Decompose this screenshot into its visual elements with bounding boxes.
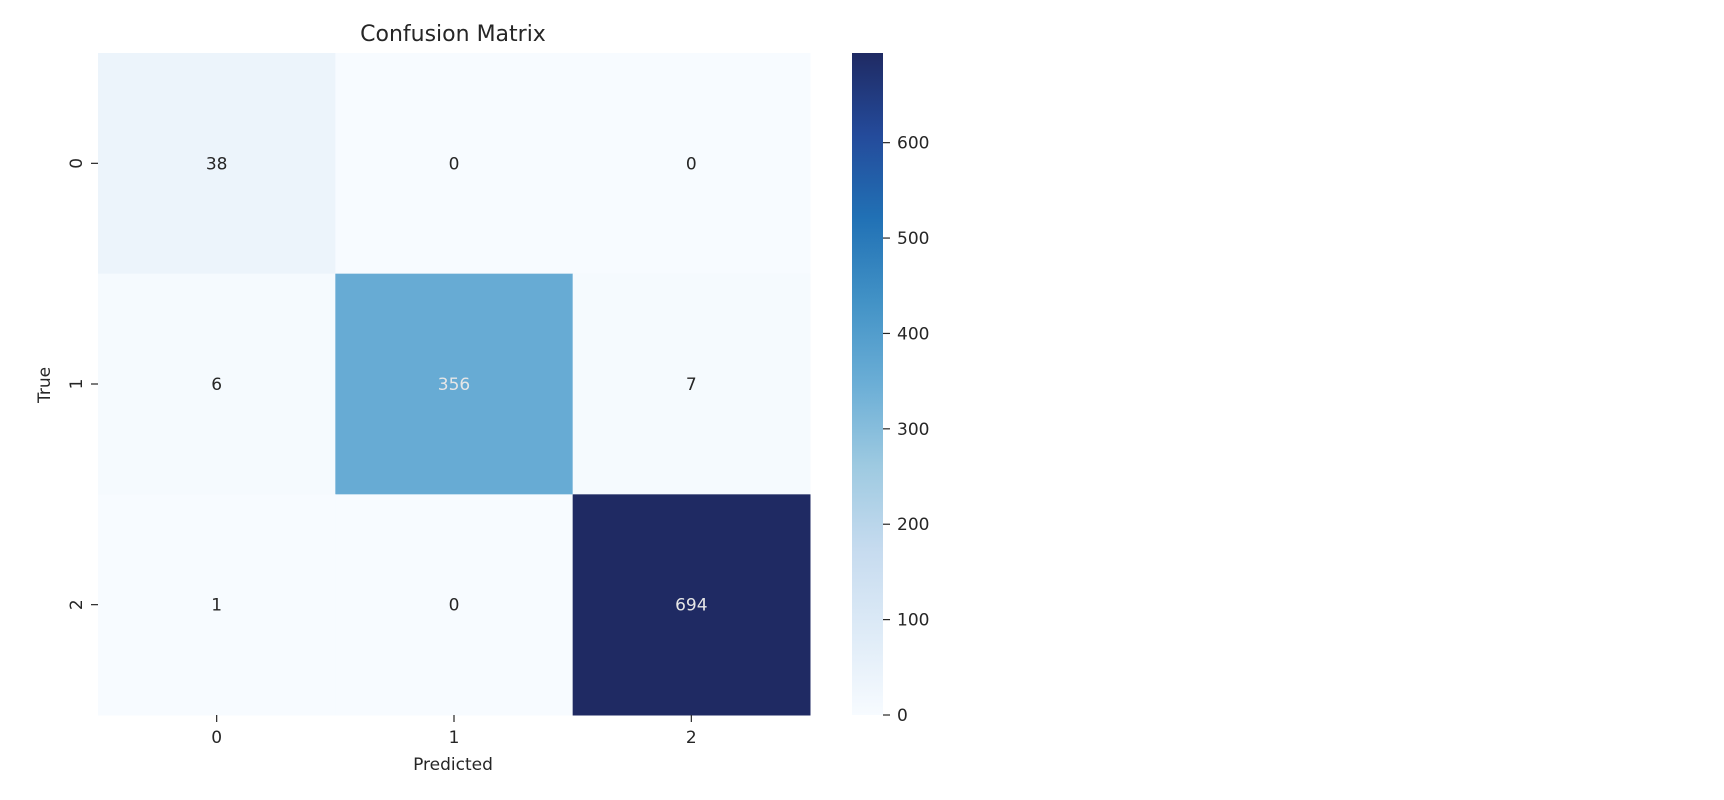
colorbar-tick-label-0: 0 — [897, 706, 908, 726]
colorbar-ticks: 0 100 200 300 400 500 600 — [883, 134, 929, 726]
heatmap-cell-r1-c2 — [572, 273, 811, 495]
heatmap-cell-r2-c2 — [572, 494, 811, 716]
heatmap-cell-label-r2-c0: 1 — [211, 596, 222, 616]
heatmap-cell-r0-c1 — [335, 53, 574, 275]
heatmap-cell-r0-c0 — [98, 53, 336, 275]
heatmap-cell-label-r1-c1: 356 — [438, 375, 470, 395]
chart-title: Confusion Matrix — [360, 22, 546, 47]
x-tick-label-1: 1 — [449, 728, 460, 748]
y-tick-label-1: 1 — [67, 379, 87, 390]
colorbar-tick-label-1: 100 — [897, 611, 929, 631]
heatmap-cell-label-r1-c0: 6 — [211, 375, 222, 395]
x-tick-label-0: 0 — [211, 728, 222, 748]
heatmap-cell-labels: 38 0 0 6 356 7 1 0 694 — [206, 154, 708, 615]
heatmap-cell-label-r0-c0: 38 — [206, 154, 228, 174]
x-axis-title: Predicted — [413, 755, 493, 775]
heatmap-cell-label-r2-c1: 0 — [449, 596, 460, 616]
colorbar-tick-label-4: 400 — [897, 324, 929, 344]
colorbar-tick-label-2: 200 — [897, 515, 929, 535]
heatmap-cell-label-r0-c2: 0 — [686, 154, 697, 174]
colorbar — [852, 53, 883, 715]
heatmap-cell-r1-c1 — [335, 273, 574, 495]
x-axis: 0 1 2 — [211, 715, 697, 748]
colorbar-tick-label-3: 300 — [897, 420, 929, 440]
heatmap-cell-r2-c0 — [98, 494, 336, 716]
heatmap-cell-label-r0-c1: 0 — [449, 154, 460, 174]
heatmap-cell-label-r2-c2: 694 — [675, 596, 707, 616]
y-tick-label-2: 2 — [67, 599, 87, 610]
colorbar-tick-label-6: 600 — [897, 134, 929, 154]
y-tick-label-0: 0 — [67, 158, 87, 169]
heatmap-cell-r0-c2 — [572, 53, 811, 275]
heatmap-cells — [98, 53, 811, 716]
y-axis: 0 1 2 — [67, 158, 98, 610]
y-axis-title: True — [35, 367, 55, 404]
heatmap-cell-label-r1-c2: 7 — [686, 375, 697, 395]
heatmap-cell-r1-c0 — [98, 273, 336, 495]
heatmap-cell-r2-c1 — [335, 494, 574, 716]
x-tick-label-2: 2 — [686, 728, 697, 748]
colorbar-tick-label-5: 500 — [897, 229, 929, 249]
